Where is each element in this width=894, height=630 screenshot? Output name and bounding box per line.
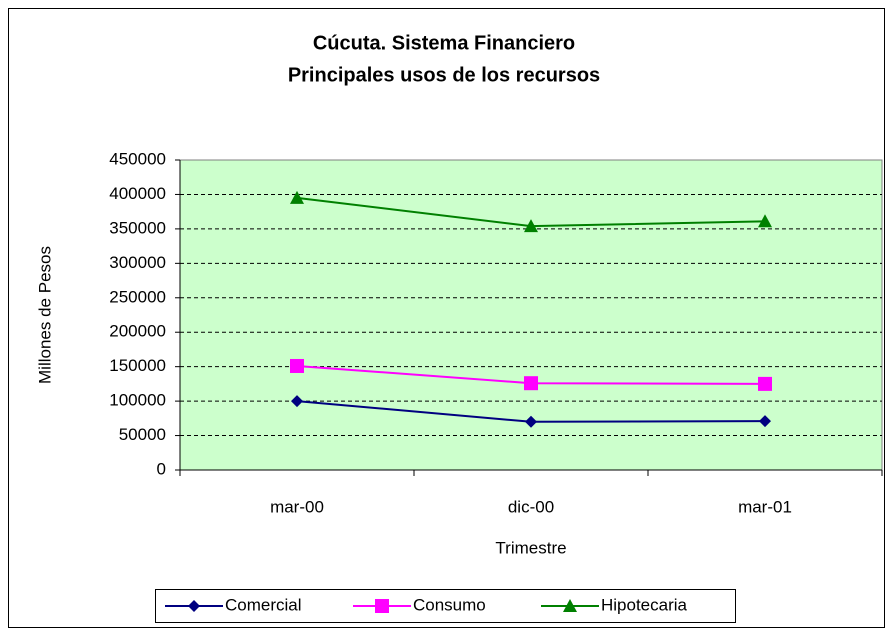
y-tick-label: 150000 [109,356,166,375]
marker [291,395,303,408]
y-tick-label: 100000 [109,391,166,410]
marker [290,190,304,204]
marker [758,214,772,228]
y-tick-label: 400000 [109,184,166,203]
marker [188,600,200,612]
marker [524,376,538,391]
marker [524,219,538,233]
legend-label: Hipotecaria [601,595,688,614]
marker [758,376,772,391]
y-tick-label: 300000 [109,253,166,272]
marker [563,599,577,612]
chart-title: Cúcuta. Sistema Financiero [313,32,575,54]
x-tick-label: mar-00 [270,497,324,516]
legend-label: Consumo [413,595,486,614]
x-axis-label: Trimestre [495,538,566,557]
y-axis-label: Millones de Pesos [35,246,54,384]
y-tick-label: 0 [157,459,166,478]
y-tick-label: 200000 [109,322,166,341]
y-tick-label: 350000 [109,218,166,237]
marker [525,415,537,428]
marker [375,599,389,613]
y-tick-label: 250000 [109,287,166,306]
x-tick-label: mar-01 [738,497,792,516]
marker [290,358,304,373]
y-tick-label: 450000 [109,149,166,168]
y-tick-label: 50000 [119,425,166,444]
chart-subtitle: Principales usos de los recursos [288,64,600,86]
x-tick-label: dic-00 [508,497,554,516]
marker [759,415,771,428]
legend-label: Comercial [225,595,302,614]
legend [155,589,736,623]
